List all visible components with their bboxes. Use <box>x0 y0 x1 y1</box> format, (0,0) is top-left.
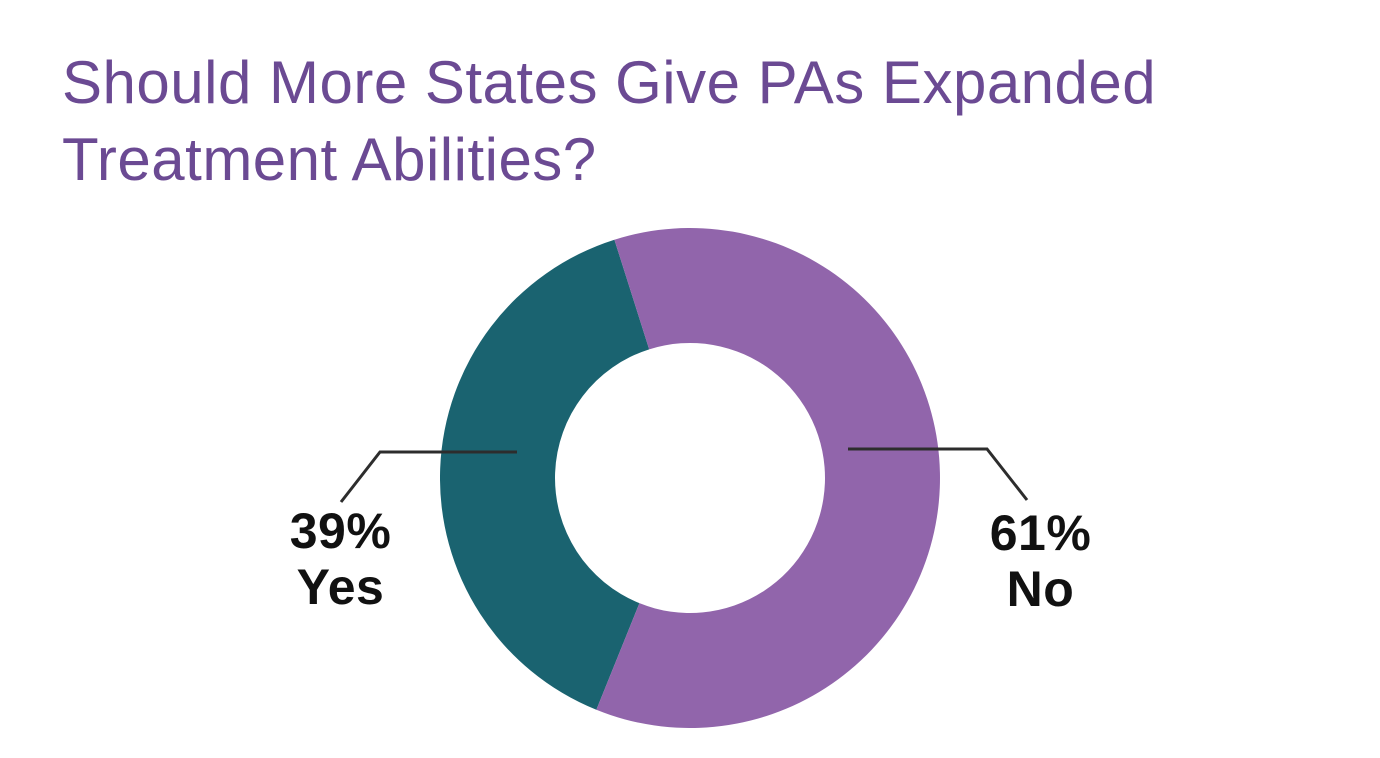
slice-label-no: 61% No <box>948 505 1133 617</box>
slice-percent-no: 61% <box>989 505 1092 561</box>
slice-category-no: No <box>1006 561 1075 617</box>
donut-slice-no <box>596 228 940 728</box>
slice-percent-yes: 39% <box>289 503 392 559</box>
donut-chart <box>440 228 940 728</box>
donut-slice-yes <box>440 239 650 710</box>
slice-category-yes: Yes <box>296 559 385 615</box>
chart-title: Should More States Give PAs Expanded Tre… <box>62 49 1157 193</box>
slice-label-yes: 39% Yes <box>248 503 433 615</box>
